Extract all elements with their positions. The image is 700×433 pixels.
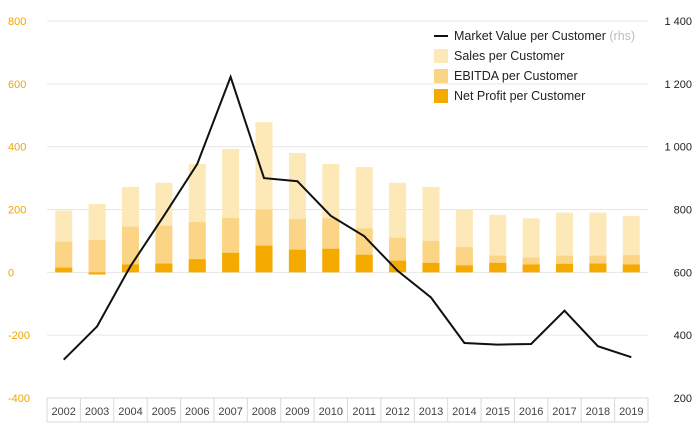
- x-tick-label: 2009: [285, 406, 309, 418]
- bar-net-profit-per-customer: [88, 272, 106, 275]
- y-right-tick-label: 400: [674, 330, 692, 342]
- x-tick-label: 2014: [452, 406, 476, 418]
- y-right-tick-label: 200: [674, 393, 692, 405]
- bar-net-profit-per-customer: [622, 264, 640, 273]
- x-tick-label: 2010: [319, 406, 343, 418]
- x-tick-label: 2004: [118, 406, 142, 418]
- bar-ebitda-per-customer: [55, 241, 73, 273]
- bar-net-profit-per-customer: [556, 263, 574, 273]
- x-tick-label: 2007: [218, 406, 242, 418]
- y-right-tick-label: 1 400: [664, 16, 692, 28]
- y-right-tick-label: 1 000: [664, 142, 692, 154]
- y-left-tick-label: -200: [8, 330, 30, 342]
- legend-swatch: [434, 69, 448, 83]
- bar-net-profit-per-customer: [155, 263, 173, 273]
- legend-label: Sales per Customer: [454, 49, 564, 63]
- bar-net-profit-per-customer: [288, 249, 306, 273]
- bar-ebitda-per-customer: [88, 239, 106, 273]
- bar-net-profit-per-customer: [522, 264, 540, 273]
- legend-label: Net Profit per Customer: [454, 89, 585, 103]
- y-left-tick-label: 800: [8, 16, 26, 28]
- bar-net-profit-per-customer: [55, 267, 73, 273]
- legend-label: Market Value per Customer (rhs): [454, 29, 635, 43]
- bar-net-profit-per-customer: [121, 264, 139, 273]
- y-left-tick-label: -400: [8, 393, 30, 405]
- bar-ebitda-per-customer: [155, 225, 173, 273]
- x-tick-label: 2018: [586, 406, 610, 418]
- y-right-tick-label: 800: [674, 205, 692, 217]
- y-left-tick-label: 200: [8, 205, 26, 217]
- x-tick-label: 2016: [519, 406, 543, 418]
- bar-net-profit-per-customer: [322, 248, 340, 273]
- bars: [55, 122, 640, 275]
- y-right-tick-label: 1 200: [664, 79, 692, 91]
- x-tick-label: 2017: [552, 406, 576, 418]
- x-tick-label: 2005: [152, 406, 176, 418]
- bar-net-profit-per-customer: [422, 262, 440, 273]
- x-tick-label: 2015: [486, 406, 510, 418]
- x-tick-label: 2002: [51, 406, 75, 418]
- bar-net-profit-per-customer: [389, 260, 407, 273]
- x-tick-label: 2006: [185, 406, 209, 418]
- bar-net-profit-per-customer: [255, 245, 273, 273]
- legend-label: EBITDA per Customer: [454, 69, 578, 83]
- bar-net-profit-per-customer: [489, 262, 507, 273]
- bar-net-profit-per-customer: [455, 265, 473, 273]
- y-right-tick-label: 600: [674, 267, 692, 279]
- legend: Market Value per Customer (rhs) Sales per…: [434, 29, 635, 103]
- line-market-value-per-customer: [62, 73, 632, 361]
- y-left-tick-label: 0: [8, 267, 14, 279]
- x-tick-label: 2011: [352, 406, 376, 418]
- gridlines: [47, 20, 648, 336]
- y-left-tick-label: 400: [8, 142, 26, 154]
- bar-net-profit-per-customer: [188, 259, 206, 273]
- legend-swatch: [434, 49, 448, 63]
- x-tick-label: 2012: [385, 406, 409, 418]
- x-tick-label: 2019: [619, 406, 643, 418]
- y-left-tick-label: 600: [8, 79, 26, 91]
- bar-net-profit-per-customer: [355, 254, 373, 273]
- x-tick-label: 2003: [85, 406, 109, 418]
- bar-net-profit-per-customer: [222, 252, 240, 273]
- x-tick-label: 2008: [252, 406, 276, 418]
- axes: -400 -200 0 200 400 600 800 200 400 600 800 1 000 1 …: [8, 16, 692, 423]
- bar-net-profit-per-customer: [589, 263, 607, 273]
- x-tick-label: 2013: [419, 406, 443, 418]
- market-value-line: [62, 73, 632, 361]
- legend-swatch: [434, 89, 448, 103]
